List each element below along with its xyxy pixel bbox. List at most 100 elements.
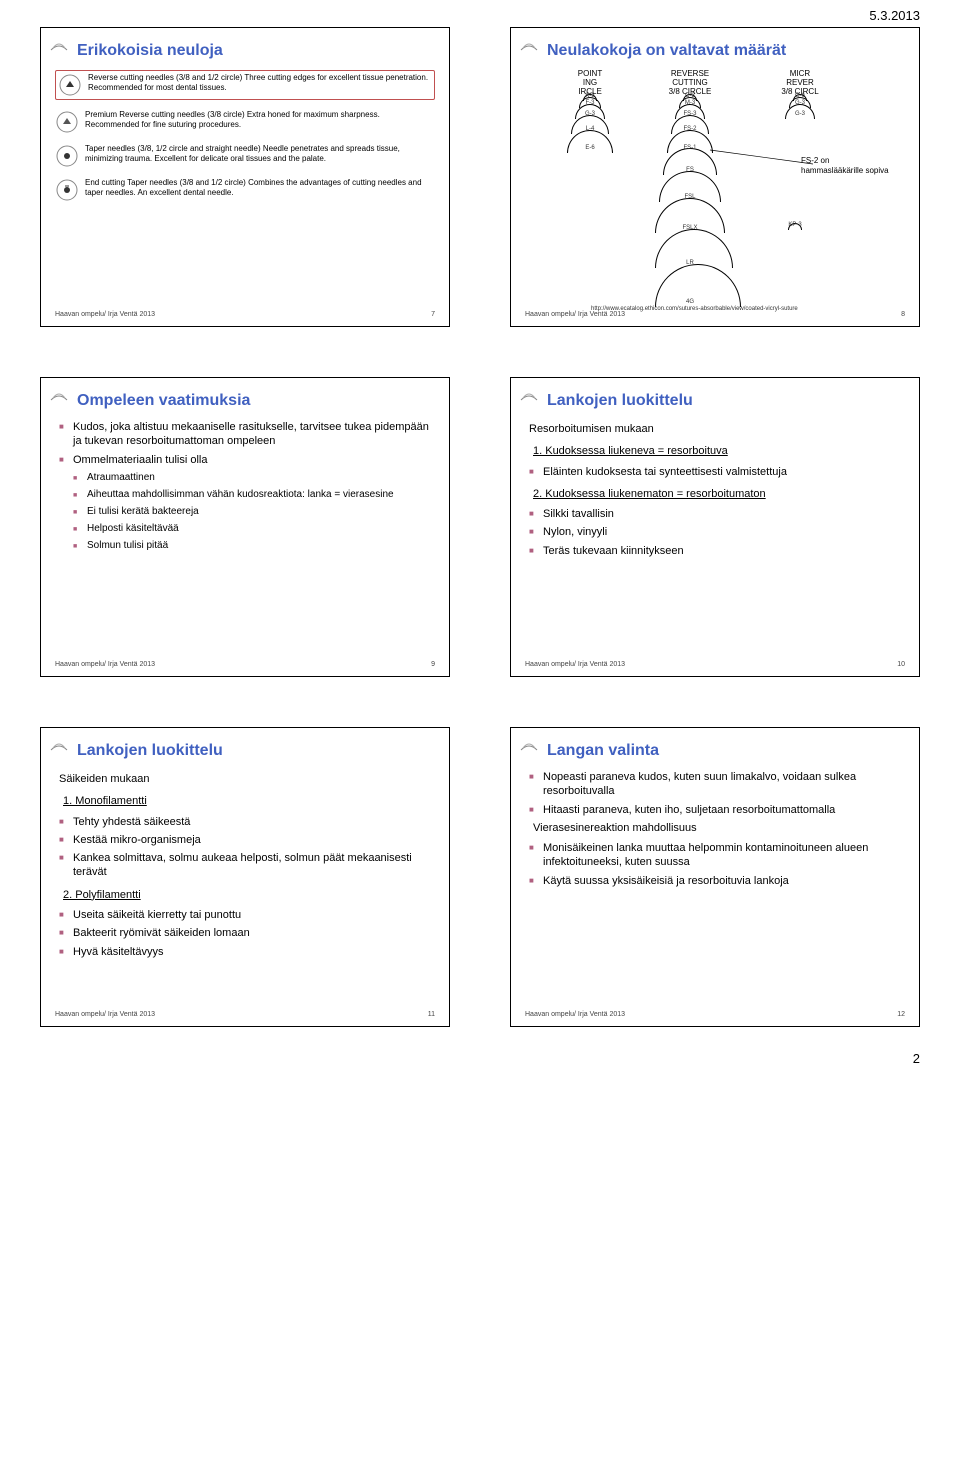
list-item: Nopeasti paraneva kudos, kuten suun lima…	[529, 770, 905, 799]
slide-title: Langan valinta	[525, 742, 905, 760]
logo-icon	[49, 736, 69, 756]
slide-title: Lankojen luokittelu	[55, 742, 435, 760]
bullet-list: Nopeasti paraneva kudos, kuten suun lima…	[525, 770, 905, 888]
arc-label: FSL	[655, 194, 725, 202]
arc-label: KP-3	[760, 222, 830, 230]
list-item: Teräs tukevaan kiinnitykseen	[529, 544, 905, 558]
page-date: 5.3.2013	[0, 0, 960, 27]
arc-label: G-3	[555, 111, 625, 119]
slide-footer: Haavan ompelu/ Irja Ventä 2013 9	[55, 659, 435, 668]
list-item: Hyvä käsiteltävyys	[59, 945, 435, 959]
needle-text: Taper needles (3/8, 1/2 circle and strai…	[85, 144, 435, 165]
slide-title: Erikokoisia neuloja	[55, 42, 435, 60]
logo-icon	[519, 736, 539, 756]
needle-row: End cutting Taper needles (3/8 and 1/2 c…	[55, 178, 435, 202]
slide-number: 11	[428, 1011, 435, 1018]
needle-taper-icon	[55, 144, 79, 168]
needle-row: Premium Reverse cutting needles (3/8 cir…	[55, 110, 435, 134]
slide-number: 10	[897, 661, 905, 668]
page-number: 2	[0, 1047, 960, 1086]
slide-body: Reverse cutting needles (3/8 and 1/2 cir…	[55, 70, 435, 309]
logo-icon	[519, 36, 539, 56]
slide-grid: Erikokoisia neuloja Reverse cutting need…	[0, 27, 960, 1047]
slide-footer: Haavan ompelu/ Irja Ventä 2013 7	[55, 309, 435, 318]
source-url: http://www.ecatalog.ethicon.com/sutures-…	[591, 306, 798, 309]
list-header: 2. Polyfilamentti	[63, 888, 435, 902]
footer-text: Haavan ompelu/ Irja Ventä 2013	[55, 1011, 155, 1018]
slide-body: Nopeasti paraneva kudos, kuten suun lima…	[525, 770, 905, 1009]
list-header: 1. Monofilamentti	[63, 794, 435, 808]
slide-7: Erikokoisia neuloja Reverse cutting need…	[40, 27, 450, 327]
list-item: Silkki tavallisin	[529, 507, 905, 521]
arc-label: FS-1	[655, 145, 725, 153]
list-item: Helposti käsiteltävää	[59, 522, 435, 535]
slide-11: Lankojen luokittelu Säikeiden mukaan 1. …	[40, 727, 450, 1027]
slide-title: Lankojen luokittelu	[525, 392, 905, 410]
footer-text: Haavan ompelu/ Irja Ventä 2013	[525, 1011, 625, 1018]
slide-8: Neulakokoja on valtavat määrät POINT ING…	[510, 27, 920, 327]
needle-row: Reverse cutting needles (3/8 and 1/2 cir…	[55, 70, 435, 100]
needle-endcut-icon	[55, 178, 79, 202]
arc-label: L-4	[555, 126, 625, 134]
slide-10: Lankojen luokittelu Resorboitumisen muka…	[510, 377, 920, 677]
list-item: Useita säikeitä kierretty tai punottu	[59, 908, 435, 922]
section-subtitle: Resorboitumisen mukaan	[529, 422, 905, 436]
logo-icon	[519, 386, 539, 406]
list-item: Ei tulisi kerätä bakteereja	[59, 505, 435, 518]
needle-row: Taper needles (3/8, 1/2 circle and strai…	[55, 144, 435, 168]
footer-text: Haavan ompelu/ Irja Ventä 2013	[525, 661, 625, 668]
chart-column: MICR REVER 3/8 CIRCLG-6G-3G-3	[765, 70, 835, 119]
list-item: Aiheuttaa mahdollisimman vähän kudosreak…	[59, 488, 435, 501]
bullet-list: Kudos, joka altistuu mekaaniselle rasitu…	[55, 420, 435, 552]
needle-reverse-icon	[58, 73, 82, 97]
slide-number: 12	[897, 1011, 905, 1018]
slide-12: Langan valinta Nopeasti paraneva kudos, …	[510, 727, 920, 1027]
bullet-list: 1. Kudoksessa liukeneva = resorboituva El…	[525, 444, 905, 558]
list-item: Kankea solmittava, solmu aukeaa helposti…	[59, 851, 435, 880]
list-item: Kudos, joka altistuu mekaaniselle rasitu…	[59, 420, 435, 449]
section-subtitle: Säikeiden mukaan	[59, 772, 435, 786]
needle-text: Premium Reverse cutting needles (3/8 cir…	[85, 110, 435, 131]
slide-number: 7	[431, 311, 435, 318]
bullet-list: 1. MonofilamenttiTehty yhdestä säikeestä…	[55, 794, 435, 959]
list-item: Ommelmateriaalin tulisi olla	[59, 453, 435, 467]
slide-number: 8	[901, 311, 905, 318]
arc-label: F-3	[555, 100, 625, 108]
list-header: 1. Kudoksessa liukeneva = resorboituva	[533, 444, 905, 458]
logo-icon	[49, 36, 69, 56]
slide-body: Kudos, joka altistuu mekaaniselle rasitu…	[55, 420, 435, 659]
list-item: Nylon, vinyyli	[529, 525, 905, 539]
slide-footer: Haavan ompelu/ Irja Ventä 2013 11	[55, 1009, 435, 1018]
slide-footer: Haavan ompelu/ Irja Ventä 2013 12	[525, 1009, 905, 1018]
arc-label: M-3	[655, 100, 725, 108]
list-item: Kestää mikro-organismeja	[59, 833, 435, 847]
needle-text: End cutting Taper needles (3/8 and 1/2 c…	[85, 178, 435, 199]
arc-label: G-3	[765, 100, 835, 108]
arc-label: E-6	[555, 145, 625, 153]
chart-column: POINT ING IRCLEK-3F-3G-3L-4E-6	[555, 70, 625, 152]
arc-label: 4G	[655, 299, 725, 307]
list-item: Käytä suussa yksisäikeisiä ja resorboitu…	[529, 874, 905, 888]
list-item: Bakteerit ryömivät säikeiden lomaan	[59, 926, 435, 940]
arc-label: FS-2	[655, 126, 725, 134]
slide-body: Resorboitumisen mukaan 1. Kudoksessa liu…	[525, 420, 905, 659]
list-item: Solmun tulisi pitää	[59, 539, 435, 552]
arc-label: FS-3	[655, 111, 725, 119]
arc-label: FSLX	[655, 225, 725, 233]
slide-title: Neulakokoja on valtavat määrät	[525, 42, 905, 60]
slide-body: POINT ING IRCLEK-3F-3G-3L-4E-6REVERSE CU…	[525, 70, 905, 309]
list-item: Atraumaattinen	[59, 471, 435, 484]
arc-label: FS	[655, 167, 725, 175]
arc-label: G-3	[765, 111, 835, 119]
list-item: Eläinten kudoksesta tai synteettisesti v…	[529, 465, 905, 479]
slide-9: Ompeleen vaatimuksia Kudos, joka altistu…	[40, 377, 450, 677]
footer-text: Haavan ompelu/ Irja Ventä 2013	[55, 311, 155, 318]
list-item: Monisäikeinen lanka muuttaa helpommin ko…	[529, 841, 905, 870]
list-header: 2. Kudoksessa liukenematon = resorboitum…	[533, 487, 905, 501]
logo-icon	[49, 386, 69, 406]
slide-number: 9	[431, 661, 435, 668]
footer-text: Haavan ompelu/ Irja Ventä 2013	[55, 661, 155, 668]
slide-footer: Haavan ompelu/ Irja Ventä 2013 10	[525, 659, 905, 668]
list-item: Hitaasti paraneva, kuten iho, suljetaan …	[529, 803, 905, 817]
needle-size-chart: POINT ING IRCLEK-3F-3G-3L-4E-6REVERSE CU…	[525, 70, 905, 260]
